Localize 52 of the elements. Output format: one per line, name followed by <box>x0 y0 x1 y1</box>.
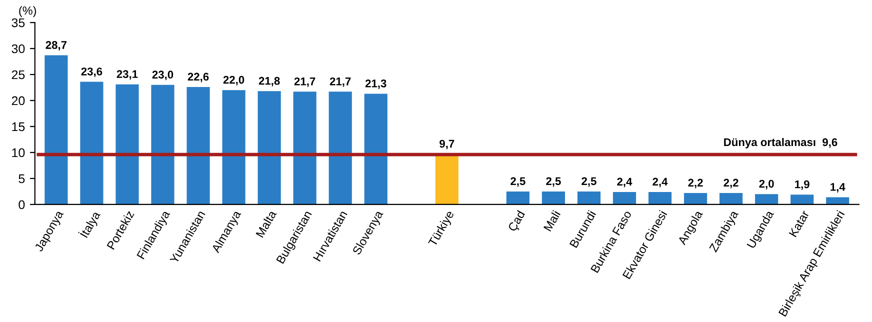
y-tick-label: 5 <box>18 174 25 184</box>
bar <box>755 194 778 204</box>
y-tick-label: 30 <box>12 44 25 54</box>
bar <box>44 55 68 204</box>
y-axis-title: (%) <box>19 6 36 18</box>
data-label: 2,5 <box>582 177 596 187</box>
y-tick-label: 10 <box>12 148 25 158</box>
data-label: 23,1 <box>116 70 138 80</box>
data-label: 9,7 <box>440 140 454 150</box>
data-label: 2,5 <box>510 177 526 187</box>
bar <box>80 82 104 204</box>
data-label: 1,9 <box>795 180 810 190</box>
data-label: 1,4 <box>830 183 846 192</box>
data-label: 21,7 <box>294 77 316 87</box>
bar <box>790 194 814 204</box>
data-label: 23,6 <box>81 68 102 78</box>
bar <box>258 91 281 204</box>
bar <box>435 154 458 204</box>
data-label: 21,8 <box>258 76 280 86</box>
bar <box>684 193 708 204</box>
ref-line-label: Dünya ortalaması 9,6 <box>724 138 838 148</box>
data-label: 2,4 <box>617 178 632 188</box>
bar <box>151 84 174 204</box>
bar <box>577 191 601 204</box>
data-label: 21,7 <box>330 77 351 87</box>
bar <box>648 192 672 204</box>
bar <box>720 193 743 204</box>
y-tick-label: 20 <box>12 96 25 106</box>
bar <box>293 92 316 204</box>
bar <box>826 197 850 204</box>
bar <box>506 191 530 204</box>
data-label: 2,4 <box>652 178 668 188</box>
data-label: 2,2 <box>688 178 703 188</box>
bar <box>186 86 210 204</box>
data-label: 23,0 <box>152 70 174 80</box>
y-tick-label: 25 <box>12 70 25 80</box>
data-label: 22,6 <box>188 72 209 82</box>
y-tick-label: 0 <box>18 200 25 210</box>
bar <box>328 92 352 204</box>
data-label: 28,7 <box>46 41 67 51</box>
bar <box>542 191 565 204</box>
data-label: 2,5 <box>546 177 561 187</box>
data-label: 21,3 <box>365 80 386 89</box>
bar <box>116 84 139 204</box>
data-label: 2,0 <box>759 180 774 190</box>
y-tick-label: 15 <box>12 122 25 132</box>
bar <box>364 94 388 204</box>
bar <box>612 192 636 204</box>
y-tick-label: 35 <box>12 18 25 28</box>
data-label: 22,0 <box>223 76 244 86</box>
data-label: 2,2 <box>724 178 738 188</box>
bar <box>222 90 246 204</box>
